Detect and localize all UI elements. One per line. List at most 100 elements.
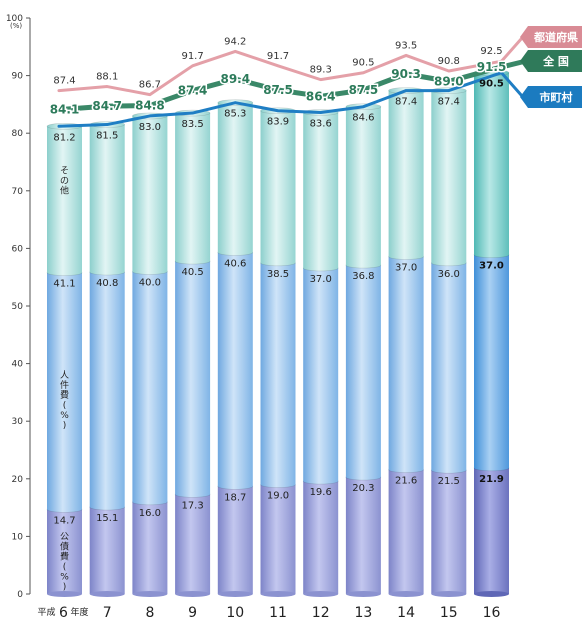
legend-label: 市町村 <box>540 90 573 104</box>
y-unit-label: (%) <box>10 22 22 30</box>
bar-stack <box>132 112 168 597</box>
data-label-kousaihi: 19.0 <box>267 491 289 502</box>
data-label-municipal-total: 90.5 <box>479 79 504 90</box>
line-series-municipalities <box>57 71 503 128</box>
data-label-municipal-total: 87.4 <box>438 97 460 108</box>
bar-segment-sonota <box>217 102 253 253</box>
data-label-municipal-total: 81.5 <box>96 131 118 142</box>
x-suffix-label: 年度 <box>71 606 89 618</box>
data-label-kousaihi: 21.6 <box>395 476 417 487</box>
series-label-char: ( <box>63 401 67 411</box>
data-label-jinkenhi: 40.6 <box>224 258 246 269</box>
data-label-kousaihi: 20.3 <box>352 483 374 494</box>
bar-segment-kousaihi <box>303 481 339 594</box>
data-label-jinkenhi: 37.0 <box>479 261 504 272</box>
bar-segment-sonota <box>431 90 467 263</box>
series-label-char: ( <box>63 562 67 572</box>
legend-swatch <box>520 86 582 108</box>
bar-stack <box>217 99 254 597</box>
bar-stack <box>388 87 424 597</box>
bar-stack <box>260 107 296 597</box>
line-connector <box>500 71 524 98</box>
x-tick-label: 11 <box>269 605 287 621</box>
y-tick-label: 40 <box>12 360 24 370</box>
series-label-char: そ <box>60 166 69 177</box>
bar-base <box>260 591 296 597</box>
labels-layer: 14.7 41.1 81.2 87.4 84.1 15.1 40.8 81.5 88.1 84.7… <box>48 36 508 592</box>
data-label-municipal-total: 83.0 <box>139 122 161 133</box>
data-label-jinkenhi: 40.0 <box>139 277 161 288</box>
data-label-prefectures: 94.2 <box>224 36 246 47</box>
series-label-char: % <box>60 411 69 421</box>
data-label-kousaihi: 16.0 <box>139 508 161 519</box>
series-label-char: % <box>60 572 69 582</box>
data-label-national: 87.5 <box>349 83 379 97</box>
bar-base <box>89 591 125 597</box>
data-label-national: 87.5 <box>263 83 293 97</box>
legend-tag-prefectures: 都道府県 <box>520 26 582 48</box>
bar-segment-kousaihi <box>47 509 82 594</box>
data-label-municipal-total: 83.5 <box>181 119 203 130</box>
x-tick-label: 10 <box>226 605 244 621</box>
bar-segment-kousaihi <box>89 507 125 594</box>
bar-base <box>217 591 253 597</box>
y-tick-label: 20 <box>12 475 24 485</box>
data-label-national: 89.0 <box>434 74 464 88</box>
y-tick-label: 60 <box>12 244 24 254</box>
data-label-national: 84.7 <box>92 99 122 113</box>
bar-base <box>303 591 339 597</box>
legend-swatch <box>520 26 582 48</box>
data-label-prefectures: 86.7 <box>139 80 161 91</box>
x-tick-label: 7 <box>103 605 112 621</box>
bar-base <box>175 591 211 597</box>
legend-label: 全 国 <box>542 54 569 68</box>
x-axis: 平成 6 年度 7 8 9 10 11 12 13 14 15 16 <box>38 605 501 621</box>
data-label-kousaihi: 19.6 <box>310 487 332 498</box>
bar-segment-kousaihi <box>132 501 168 594</box>
legend-tag-municipalities: 市町村 <box>520 86 582 108</box>
data-label-municipal-total: 81.2 <box>53 132 75 143</box>
data-label-national: 87.4 <box>178 84 208 98</box>
x-tick-label: 13 <box>354 605 372 621</box>
bar-segment-sonota <box>89 124 125 273</box>
bar-segment-kousaihi <box>175 494 211 594</box>
line-series-national <box>56 64 504 113</box>
data-label-jinkenhi: 37.0 <box>395 262 417 273</box>
series-label-char: 費 <box>60 389 69 401</box>
data-label-municipal-total: 83.6 <box>310 118 332 129</box>
data-label-kousaihi: 14.7 <box>53 515 75 526</box>
bar-segment-kousaihi <box>345 477 381 594</box>
x-tick-label: 15 <box>440 605 458 621</box>
y-tick-label: 70 <box>12 187 24 197</box>
y-tick-label: 90 <box>12 72 24 82</box>
data-label-municipal-total: 83.9 <box>267 117 289 128</box>
y-tick-label: 30 <box>12 417 24 427</box>
data-label-prefectures: 89.3 <box>310 65 332 76</box>
data-label-national: 89.4 <box>220 72 250 86</box>
data-label-kousaihi: 21.9 <box>479 474 504 485</box>
line-series-prefectures <box>57 49 503 97</box>
y-tick-label: 50 <box>12 302 24 312</box>
bar-segment-jinkenhi <box>388 256 424 470</box>
bar-segment-kousaihi <box>217 486 253 594</box>
bar-base <box>345 591 381 597</box>
bar-stack <box>174 109 211 597</box>
x-tick-label: 14 <box>397 605 415 621</box>
bar-segment-sonota <box>132 115 168 272</box>
bar-segment-sonota <box>388 90 424 257</box>
bar-segment-kousaihi <box>431 470 467 594</box>
data-label-prefectures: 90.8 <box>438 56 460 67</box>
data-label-kousaihi: 21.5 <box>438 476 460 487</box>
data-label-national: 86.4 <box>306 89 336 103</box>
x-tick-label: 8 <box>145 605 154 621</box>
series-label-char: ) <box>63 582 67 592</box>
data-label-jinkenhi: 40.5 <box>181 267 203 278</box>
bars-layer <box>46 69 510 597</box>
series-label-char: 公 <box>60 531 69 542</box>
bar-segment-jinkenhi <box>175 261 211 495</box>
series-label-char: 債 <box>60 540 69 552</box>
x-tick-label: 12 <box>312 605 330 621</box>
data-label-prefectures: 88.1 <box>96 72 118 83</box>
bar-segment-sonota <box>260 110 296 263</box>
data-label-jinkenhi: 36.8 <box>352 271 374 282</box>
